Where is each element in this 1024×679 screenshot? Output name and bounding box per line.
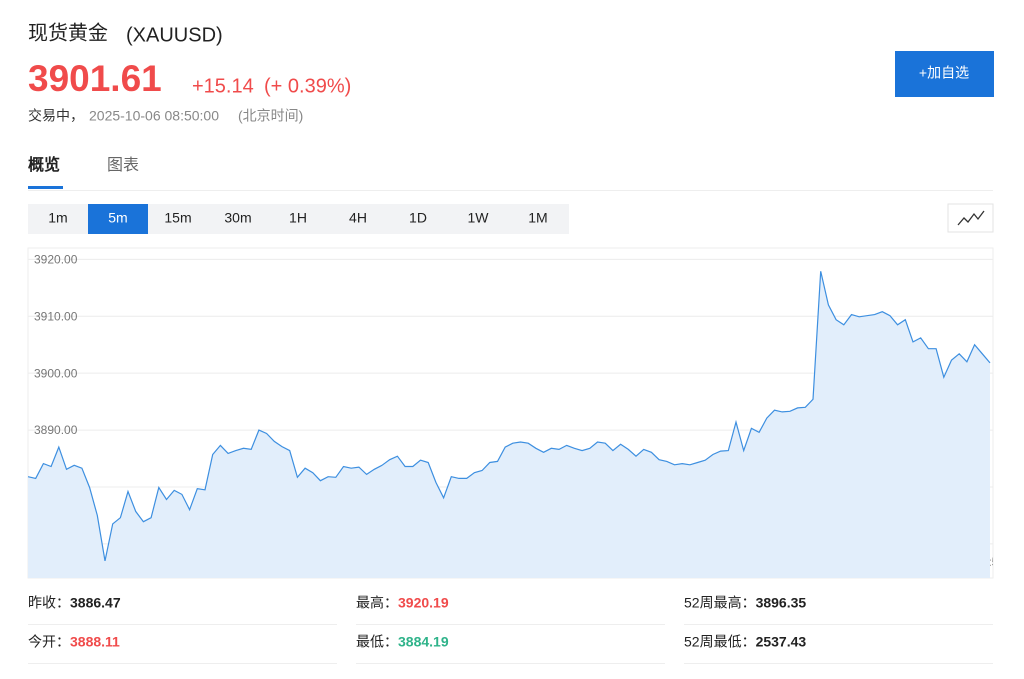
stat-value: 3920.19	[398, 595, 449, 611]
chart: 3870.003880.003890.003900.003910.003920.…	[27, 253, 993, 578]
interval[interactable]: 1D	[409, 210, 427, 226]
area-fill	[28, 271, 990, 578]
interval[interactable]: 4H	[349, 210, 367, 226]
interval[interactable]: 30m	[224, 210, 251, 226]
y-tick-label: 3890.00	[34, 423, 78, 437]
interval[interactable]: 1m	[48, 210, 67, 226]
interval[interactable]: 1W	[468, 210, 490, 226]
stat-value: 2537.43	[756, 634, 807, 650]
watch-button-label[interactable]: +加自选	[919, 65, 969, 81]
y-tick-label: 3900.00	[34, 366, 78, 380]
stat-label: 昨收：	[28, 595, 70, 611]
y-tick-label: 3910.00	[34, 309, 78, 323]
stat-value: 3896.35	[756, 595, 807, 611]
stat-value: 3886.47	[70, 595, 121, 611]
stat-label: 最低：	[356, 634, 398, 650]
price-line	[27, 271, 991, 562]
stat-label: 最高：	[356, 595, 398, 611]
interval[interactable]: 1M	[528, 210, 547, 226]
tab-underline	[28, 186, 63, 189]
change: +15.14	[192, 75, 254, 97]
interval[interactable]: 1H	[289, 210, 307, 226]
tab[interactable]: 概览	[28, 155, 60, 174]
time: 2025-10-06 08:50:00	[89, 108, 219, 124]
tab[interactable]: 图表	[107, 156, 139, 174]
title: 现货黄金	[28, 21, 108, 44]
change-pct: (+ 0.39%)	[264, 75, 351, 97]
interval[interactable]: 5m	[108, 210, 127, 226]
interval[interactable]: 15m	[164, 210, 191, 226]
symbol: (XAUUSD)	[126, 24, 223, 46]
stat-label: 52周最高：	[684, 595, 756, 611]
stat-value: 3888.11	[70, 634, 120, 650]
stats: 昨收： 3886.47 最高： 3920.19 52周最高： 3896.35 今开： 3888…	[28, 595, 993, 664]
stat-label: 52周最低：	[684, 634, 756, 650]
stat-value: 3884.19	[398, 634, 449, 650]
interval-active[interactable]	[88, 204, 148, 234]
stat-label: 今开：	[28, 634, 70, 650]
price: 3901.61	[28, 58, 162, 99]
timezone: (北京时间)	[238, 108, 303, 124]
chart-style-icon[interactable]	[957, 210, 985, 226]
y-tick-label: 3920.00	[34, 253, 78, 267]
watch-button[interactable]	[895, 51, 994, 97]
status: 交易中，	[28, 108, 84, 124]
